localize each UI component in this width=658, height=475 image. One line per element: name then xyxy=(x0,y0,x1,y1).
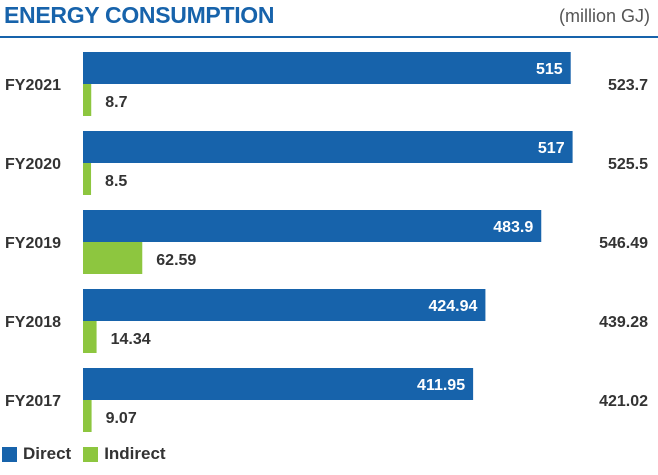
data-label-indirect: 62.59 xyxy=(156,252,196,269)
bar-direct xyxy=(83,289,486,321)
category-label: FY2019 xyxy=(5,235,61,252)
data-label-direct: 515 xyxy=(536,61,563,78)
category-label: FY2020 xyxy=(5,156,61,173)
legend-swatch-indirect xyxy=(83,446,99,462)
category-label: FY2017 xyxy=(5,393,61,410)
bar-indirect xyxy=(83,242,143,274)
unit-label: (million GJ) xyxy=(558,6,650,26)
data-label-indirect: 14.34 xyxy=(111,331,151,348)
total-label: 439.28 xyxy=(599,314,648,331)
bar-direct xyxy=(83,210,542,242)
data-label-indirect: 9.07 xyxy=(106,410,137,427)
legend: Direct Indirect xyxy=(2,444,178,464)
category-label: FY2021 xyxy=(5,77,61,94)
bar-direct xyxy=(83,131,573,163)
title-divider xyxy=(0,36,658,38)
data-label-direct: 411.95 xyxy=(417,377,465,394)
total-label: 421.02 xyxy=(599,393,648,410)
data-label-indirect: 8.5 xyxy=(105,173,127,190)
bar-indirect xyxy=(83,321,97,353)
data-label-direct: 483.9 xyxy=(493,219,533,236)
bar-direct xyxy=(83,52,571,84)
bar-indirect xyxy=(83,163,92,195)
legend-label-direct: Direct xyxy=(23,444,72,463)
bar-direct xyxy=(83,368,474,400)
bar-indirect xyxy=(83,400,92,432)
chart-title: ENERGY CONSUMPTION xyxy=(4,2,275,28)
data-label-direct: 517 xyxy=(538,140,565,157)
total-label: 525.5 xyxy=(608,156,648,173)
total-label: 523.7 xyxy=(608,77,648,94)
bar-indirect xyxy=(83,84,92,116)
legend-label-indirect: Indirect xyxy=(104,444,166,463)
category-label: FY2018 xyxy=(5,314,61,331)
legend-swatch-direct xyxy=(2,446,17,462)
bar-chart: FY2021 515 8.7 523.7 FY2020 517 8.5 525.5 FY2019… xyxy=(5,52,648,432)
total-label: 546.49 xyxy=(599,235,648,252)
data-label-direct: 424.94 xyxy=(428,298,477,315)
data-label-indirect: 8.7 xyxy=(105,94,127,111)
